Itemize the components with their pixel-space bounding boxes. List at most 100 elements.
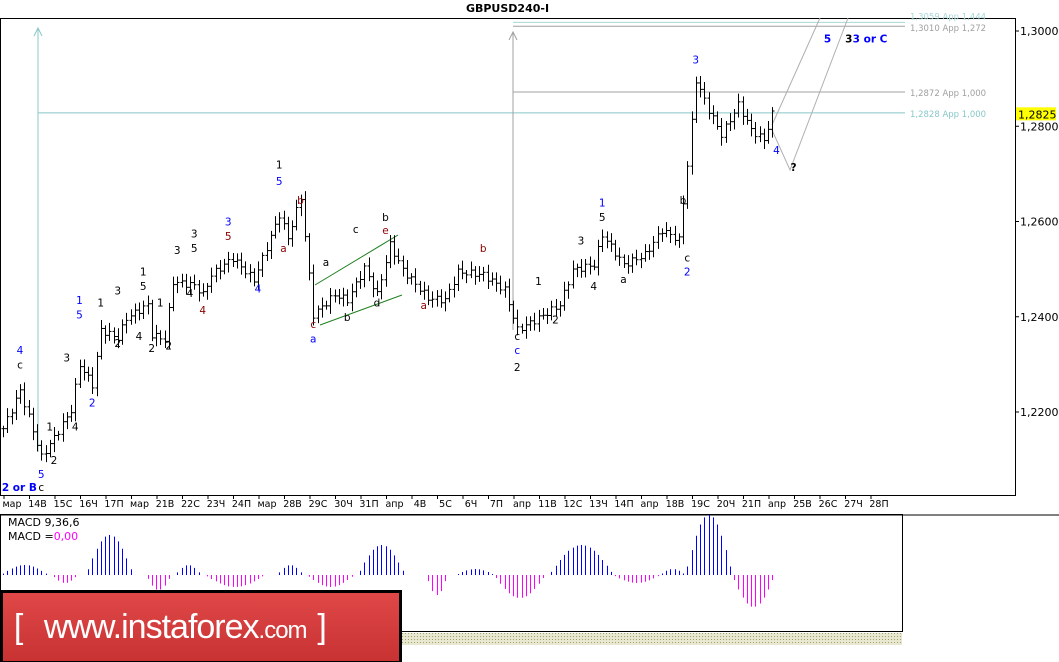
time-tick-label: 30Ч [334, 499, 353, 510]
wave-label: 1 [535, 276, 542, 288]
time-tick-label: 28П [869, 499, 888, 510]
wave-label: 5 [824, 33, 831, 45]
time-tick-label: апр [513, 499, 531, 510]
chart-title: GBPUSD240-I [465, 2, 550, 15]
logo-text: www.instaforex [43, 608, 260, 646]
time-tick-label: 7П [490, 499, 503, 510]
wave-label: 2 [89, 398, 96, 410]
wave-label: c [310, 319, 316, 331]
time-tick-label: апр [768, 499, 786, 510]
macd-value-row: MACD =0,00 [8, 530, 79, 544]
wave-label: 2 [514, 362, 521, 374]
current-price-badge [1016, 107, 1056, 121]
wave-label: 5 [140, 281, 147, 293]
macd-params: MACD 9,36,6 [8, 516, 80, 529]
main-plot-frame [0, 18, 1016, 496]
wave-label: 3 [191, 229, 198, 241]
time-tick-label: 21П [742, 499, 761, 510]
instaforex-logo[interactable]: [ www.instaforex.com ] [0, 590, 402, 662]
wave-label: 5 [76, 310, 83, 322]
wave-label: b [344, 312, 351, 324]
wave-label: 2 [165, 340, 172, 352]
macd-legend: MACD 9,36,6 MACD =0,00 [8, 516, 79, 544]
wave-label: 3 [225, 217, 232, 229]
wave-label: 3 [174, 245, 181, 257]
wave-label: 4 [136, 331, 143, 343]
wave-label: 5 [225, 231, 232, 243]
time-tick-label: 27Ч [844, 499, 863, 510]
time-tick-label: 25В [793, 499, 812, 510]
time-tick-label: 11В [538, 499, 557, 510]
wave-label: a [323, 257, 329, 269]
time-tick-label: 16Ч [79, 499, 98, 510]
channel-line-upper [314, 234, 399, 286]
macd-value: 0,00 [53, 530, 79, 543]
wave-label: 3 [578, 236, 585, 248]
macd-value-label: MACD = [8, 530, 54, 543]
time-tick-label: 28В [283, 499, 302, 510]
price-tick-label: 1,2600 [1020, 216, 1059, 229]
time-tick-label: 12С [564, 499, 583, 510]
time-tick-label: апр [385, 499, 403, 510]
time-tick-label: 5С [439, 499, 452, 510]
wave-label: 4 [773, 145, 780, 157]
logo-suffix: .com [258, 617, 308, 644]
time-tick-label: мар [2, 499, 21, 510]
time-tick-label: 4В [414, 499, 427, 510]
price-tick-label: 1,2800 [1020, 120, 1059, 133]
wave-label: 1 [97, 298, 104, 310]
time-tick-label: 14В [28, 499, 47, 510]
wave-label: b [680, 195, 687, 207]
wave-label: 1 [276, 159, 283, 171]
wave-label: 1 [157, 298, 164, 310]
channel-line-lower [319, 294, 403, 326]
wave-label: 2 [552, 314, 559, 326]
wave-label: c [353, 224, 359, 236]
time-tick-label: 19С [691, 499, 710, 510]
wave-label: 5 [191, 243, 198, 255]
wave-label: 3 [692, 55, 699, 67]
current-price-label: 1,2825 [1018, 108, 1057, 121]
wave-label: 2 [114, 338, 121, 350]
time-tick-label: апр [640, 499, 658, 510]
wave-label: 3 [845, 33, 852, 45]
time-tick-label: 17П [104, 499, 123, 510]
wave-label: c [514, 345, 520, 357]
wave-label: 2 [148, 343, 155, 355]
wave-label: a [310, 333, 316, 345]
fib-level-label: 1,3010 App 1,272 [910, 24, 986, 34]
hatched-band [400, 633, 902, 645]
wave-label: 3 [114, 286, 121, 298]
fib-level-label: 1,2872 App 1,000 [910, 89, 986, 99]
arrow-head-icon [33, 26, 43, 37]
wave-label: c [684, 252, 690, 264]
wave-label: 1 [76, 295, 83, 307]
time-tick-label: 26С [819, 499, 838, 510]
wave-label: 5 [38, 469, 45, 481]
time-tick-label: 20Ч [717, 499, 736, 510]
time-tick-label: 24П [232, 499, 251, 510]
time-tick-label: 18В [666, 499, 685, 510]
wave-label: e [382, 225, 388, 237]
wave-label: a [421, 300, 427, 312]
wave-label: 3 [63, 352, 70, 364]
arrow-head-icon [508, 30, 518, 41]
wave-label: b [480, 243, 487, 255]
time-tick-label: 23Ч [207, 499, 226, 510]
wave-label: 4 [590, 281, 597, 293]
wave-label: a [620, 274, 626, 286]
wave-label: 2 [684, 267, 691, 279]
wave-label: b [297, 195, 304, 207]
wave-label: 4 [255, 283, 262, 295]
price-tick-label: 1,2200 [1020, 406, 1059, 419]
wave-label: 1 [599, 198, 606, 210]
forecast-path [771, 17, 849, 172]
wave-label: d [374, 298, 381, 310]
wave-label: 1 [46, 421, 53, 433]
time-tick-label: мар [130, 499, 149, 510]
fib-level-label: 1,2828 App 1,000 [910, 110, 986, 120]
time-tick-label: 22С [181, 499, 200, 510]
logo-bracket-left: [ [13, 608, 24, 646]
